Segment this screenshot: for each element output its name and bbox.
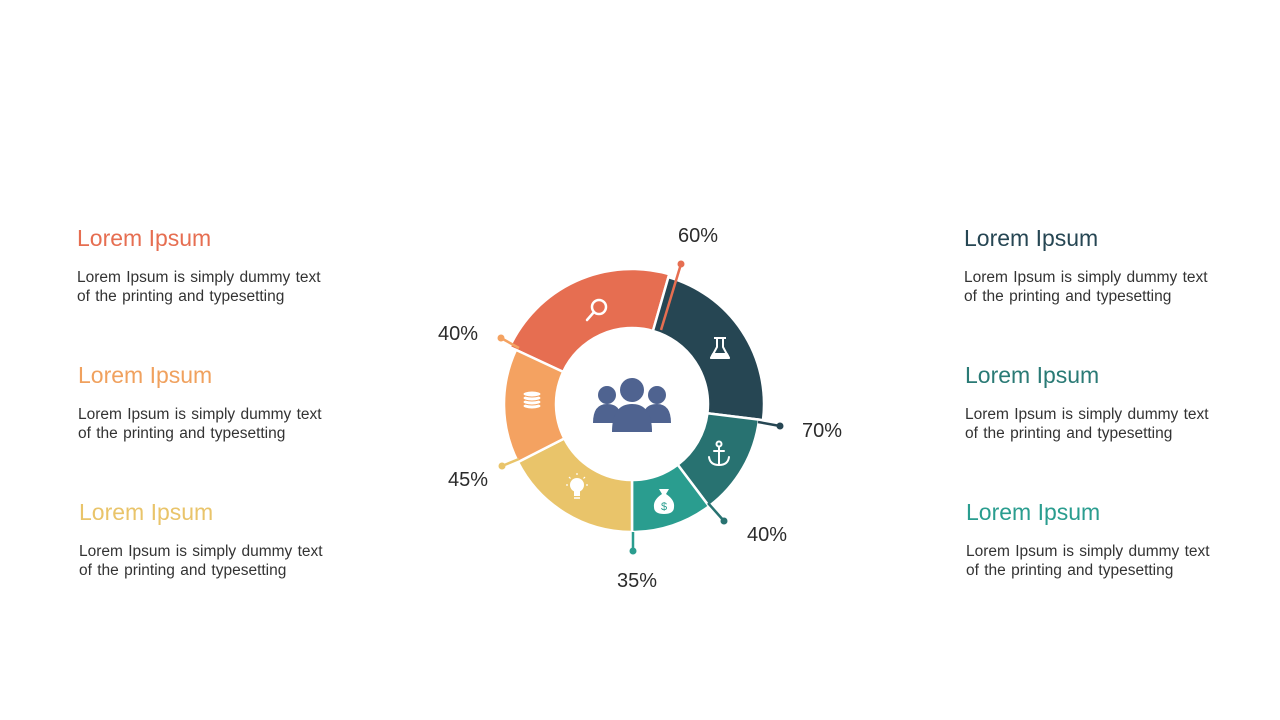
- people-group-icon: [593, 378, 671, 432]
- coins-icon: [522, 390, 542, 410]
- block-text: Lorem Ipsum is simply dummy text of the p…: [79, 543, 323, 579]
- block-title: Lorem Ipsum: [78, 362, 213, 388]
- pointer-dot-6: [497, 334, 505, 342]
- pointer-dot-1: [677, 260, 685, 268]
- percent-label-2: 70%: [802, 420, 842, 442]
- percent-label-3: 40%: [747, 524, 787, 546]
- pointer-dot-2: [776, 422, 784, 430]
- pointer-dot-3: [720, 517, 728, 525]
- anchor-icon: [708, 440, 730, 467]
- text-block-4: Lorem Ipsum Lorem Ipsum is simply dummy …: [964, 225, 1224, 306]
- block-title: Lorem Ipsum: [964, 225, 1099, 251]
- svg-text:$: $: [661, 501, 667, 513]
- percent-label-4: 35%: [617, 570, 657, 592]
- block-text: Lorem Ipsum is simply dummy text of the p…: [966, 543, 1210, 579]
- block-text: Lorem Ipsum is simply dummy text of the p…: [965, 406, 1209, 442]
- text-block-2: Lorem Ipsum Lorem Ipsum is simply dummy …: [78, 362, 338, 443]
- magnifier-icon: [585, 298, 608, 322]
- block-text: Lorem Ipsum is simply dummy text of the p…: [964, 269, 1208, 305]
- pointer-line-3: [707, 502, 725, 522]
- text-block-3: Lorem Ipsum Lorem Ipsum is simply dummy …: [79, 499, 339, 580]
- percent-label-5: 45%: [448, 469, 488, 491]
- block-title: Lorem Ipsum: [966, 499, 1101, 525]
- block-text: Lorem Ipsum is simply dummy text of the p…: [77, 269, 321, 305]
- text-block-6: Lorem Ipsum Lorem Ipsum is simply dummy …: [966, 499, 1226, 580]
- text-block-5: Lorem Ipsum Lorem Ipsum is simply dummy …: [965, 362, 1225, 443]
- block-title: Lorem Ipsum: [79, 499, 214, 525]
- percent-label-6: 40%: [438, 323, 478, 345]
- percent-label-1: 60%: [678, 225, 718, 247]
- lightbulb-icon: [566, 473, 588, 499]
- text-block-1: Lorem Ipsum Lorem Ipsum is simply dummy …: [77, 225, 337, 306]
- pointer-dot-4: [629, 547, 637, 555]
- pointer-dot-5: [498, 462, 506, 470]
- block-title: Lorem Ipsum: [965, 362, 1100, 388]
- block-title: Lorem Ipsum: [77, 225, 212, 251]
- pointer-line-1: [659, 263, 683, 331]
- pointer-line-2: [757, 420, 781, 428]
- flask-icon: [710, 337, 730, 359]
- money-bag-icon: $: [653, 489, 675, 514]
- block-text: Lorem Ipsum is simply dummy text of the p…: [78, 406, 322, 442]
